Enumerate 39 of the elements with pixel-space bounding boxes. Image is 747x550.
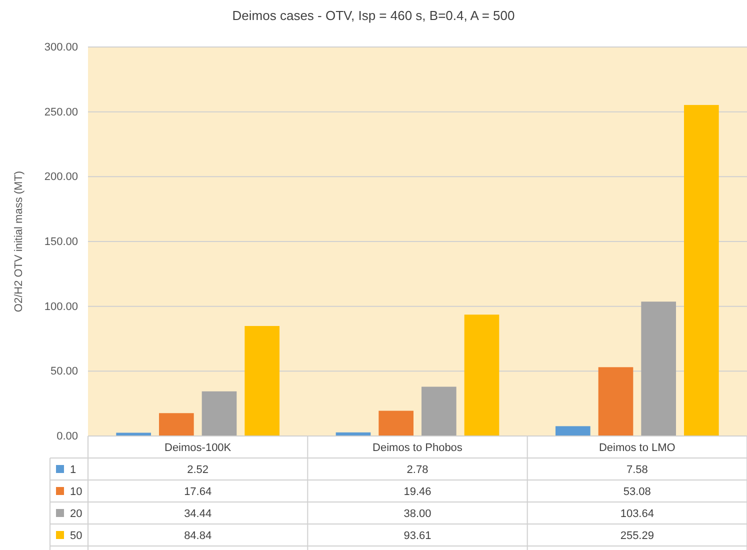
bar (598, 367, 634, 436)
data-label: 53.08 (623, 486, 651, 498)
bar (244, 326, 280, 436)
x-tick-label: Deimos to Phobos (372, 442, 463, 454)
y-axis-title: O2/H2 OTV initial mass (MT) (13, 170, 25, 312)
bar (422, 386, 456, 436)
bar (378, 410, 414, 436)
data-label: 84.84 (184, 530, 212, 542)
y-tick-label: 100.00 (44, 300, 78, 313)
bar (641, 302, 676, 436)
data-label: 103.64 (620, 508, 654, 520)
bar (464, 314, 500, 436)
y-tick-label: 250.00 (44, 106, 78, 118)
data-label: 2.78 (406, 464, 428, 476)
data-label: 19.46 (404, 486, 432, 498)
data-label: 2.52 (187, 464, 209, 476)
y-tick-label: 300.00 (44, 42, 78, 54)
legend-label: 10 (70, 486, 82, 498)
bar (159, 413, 194, 436)
x-tick-label: Deimos to LMO (598, 442, 676, 454)
data-label: 38.00 (404, 508, 432, 520)
chart-title: Deimos cases - OTV, Isp = 460 s, B=0.4, A = 500 (232, 8, 515, 23)
y-tick-label: 50.00 (50, 366, 78, 378)
data-label: 17.64 (184, 486, 212, 498)
data-label: 255.29 (620, 530, 654, 542)
legend-label: 50 (70, 530, 82, 542)
bar (202, 391, 237, 436)
y-tick-label: 150.00 (44, 236, 78, 248)
data-label: 7.58 (626, 464, 648, 476)
data-label: 93.61 (404, 530, 432, 542)
data-label: 34.44 (184, 508, 212, 520)
y-tick-label: 200.00 (44, 171, 78, 184)
bar (116, 432, 151, 436)
legend-label: 20 (70, 508, 82, 520)
bar (555, 426, 590, 436)
bar (684, 104, 719, 436)
y-tick-label: 0.00 (56, 430, 78, 443)
x-tick-label: Deimos-100K (164, 442, 232, 454)
legend-label: 1 (70, 464, 76, 476)
